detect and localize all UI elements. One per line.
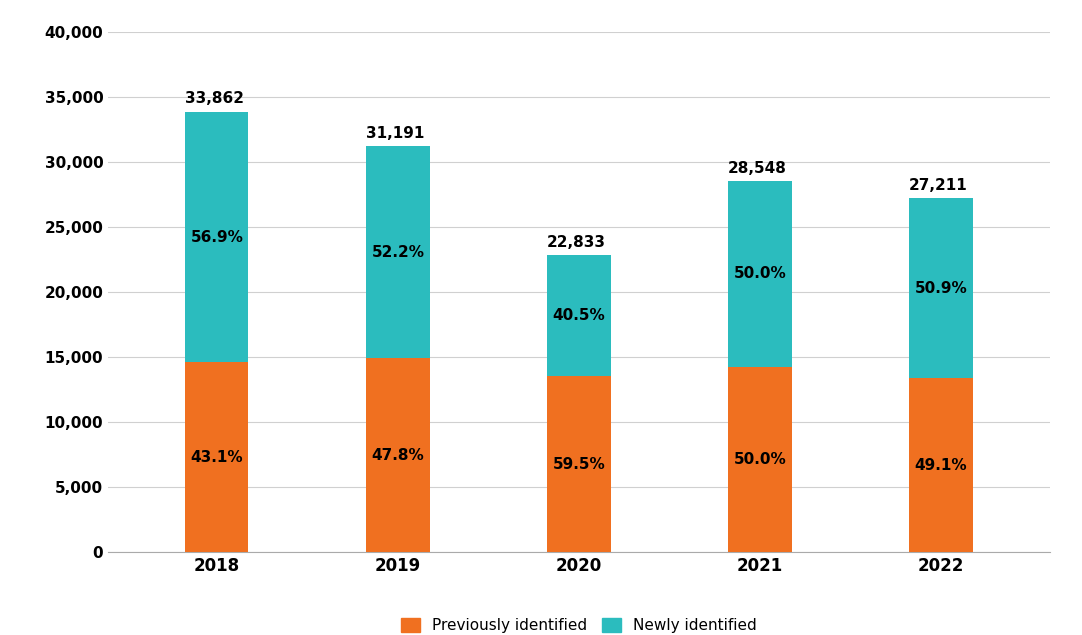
Text: 50.0%: 50.0% [734,452,787,467]
Text: 43.1%: 43.1% [190,450,243,465]
Bar [909,198,973,378]
Bar [547,376,610,552]
Text: 40.5%: 40.5% [553,308,605,323]
Bar [547,255,610,376]
Legend: Previously identified, Newly identified: Previously identified, Newly identified [395,612,763,635]
Text: 27,211: 27,211 [909,178,968,193]
Text: 50.0%: 50.0% [734,266,787,281]
Bar [366,147,430,358]
Bar [728,366,792,552]
Bar [185,112,249,363]
Text: 22,833: 22,833 [547,235,606,250]
Text: 59.5%: 59.5% [553,457,605,472]
Text: 31,191: 31,191 [366,126,424,141]
Text: 47.8%: 47.8% [371,448,424,463]
Text: 50.9%: 50.9% [914,281,967,296]
Bar [366,358,430,552]
Text: 52.2%: 52.2% [371,245,424,260]
Text: 33,862: 33,862 [185,91,245,107]
Bar [185,363,249,552]
Bar [909,378,973,552]
Text: 28,548: 28,548 [728,161,787,176]
Text: 49.1%: 49.1% [914,458,967,473]
Bar [728,181,792,366]
Text: 56.9%: 56.9% [190,230,243,244]
